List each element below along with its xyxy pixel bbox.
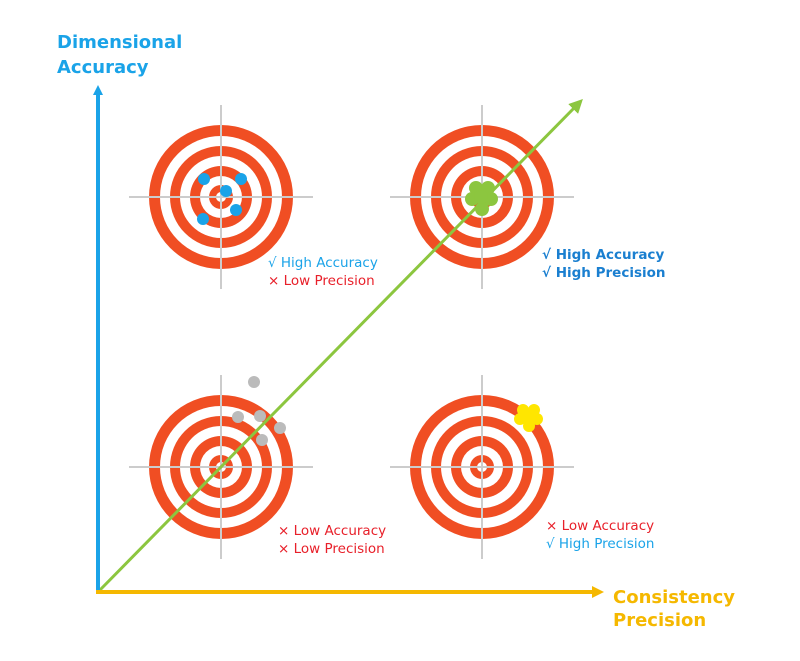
dots bbox=[197, 173, 543, 446]
quadrant-label: × Low Accuracy bbox=[546, 518, 654, 534]
y-axis-label: Accuracy bbox=[57, 57, 149, 78]
shot-dot bbox=[474, 190, 488, 204]
shot-dot bbox=[256, 434, 268, 446]
shot-dot bbox=[254, 410, 266, 422]
shot-dot bbox=[197, 213, 209, 225]
y-axis-label: Dimensional bbox=[57, 32, 182, 53]
x-axis-label: Precision bbox=[613, 610, 706, 631]
trend-arrow bbox=[96, 99, 583, 594]
shot-dot bbox=[522, 410, 534, 422]
shot-dot bbox=[230, 204, 242, 216]
shot-dot bbox=[198, 173, 210, 185]
targets bbox=[129, 105, 574, 559]
quadrant-label: × Low Accuracy bbox=[278, 523, 386, 539]
x-axis-label: Consistency bbox=[613, 587, 735, 608]
shot-dot bbox=[475, 202, 489, 216]
shot-dot bbox=[248, 376, 260, 388]
shot-dot bbox=[232, 411, 244, 423]
shot-dot bbox=[274, 422, 286, 434]
quadrant-label: √ High Accuracy bbox=[268, 255, 378, 271]
quadrant-label: √ High Accuracy bbox=[542, 247, 664, 263]
quadrant-label: √ High Precision bbox=[542, 265, 666, 281]
shot-dot bbox=[235, 173, 247, 185]
shot-dot bbox=[523, 420, 535, 432]
shot-dot bbox=[220, 185, 232, 197]
quadrant-label: × Low Precision bbox=[268, 273, 375, 289]
quadrant-label: √ High Precision bbox=[546, 536, 654, 552]
quadrant-label: × Low Precision bbox=[278, 541, 385, 557]
